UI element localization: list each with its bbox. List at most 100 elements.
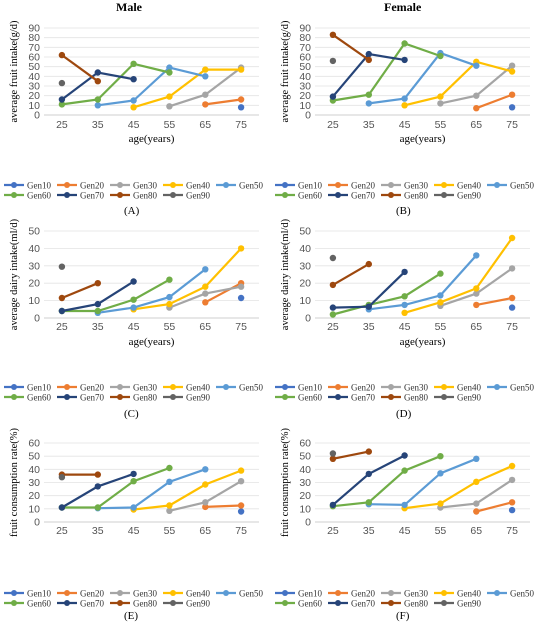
data-point-d-gen50 [401, 301, 408, 309]
legend-label-a-gen80: Gen80 [133, 191, 157, 201]
data-point-d-gen40 [401, 309, 408, 316]
data-point-e-gen50 [202, 466, 209, 473]
legend-label-d-gen40: Gen40 [457, 383, 481, 393]
legend-label-c-gen50: Gen50 [239, 383, 263, 393]
series-line-c-gen40 [133, 247, 242, 311]
data-point-c-gen80 [58, 294, 66, 302]
data-point-b-gen20 [473, 105, 480, 112]
data-point-c-gen40 [202, 283, 209, 290]
legend-label-f-gen70: Gen70 [351, 599, 375, 609]
data-point-d-gen30 [473, 290, 480, 297]
legend-marker-a-gen70 [64, 192, 70, 198]
x-axis-label-a: age(years) [129, 133, 175, 145]
ytick-label-c: 20 [28, 278, 40, 290]
legend-label-e-gen30: Gen30 [133, 589, 157, 599]
legend-marker-e-gen20 [64, 590, 70, 596]
data-point-f-gen40 [473, 478, 480, 485]
legend-label-b-gen90: Gen90 [457, 191, 481, 201]
data-point-e-gen50 [166, 478, 173, 485]
data-point-f-gen30 [508, 476, 516, 484]
data-point-a-gen30 [202, 91, 209, 98]
xtick-label-a: 35 [92, 119, 104, 131]
series-line-d-gen80 [332, 263, 370, 286]
data-point-f-gen30 [473, 500, 480, 507]
ytick-label-a: 70 [28, 42, 40, 54]
data-point-f-gen80 [365, 448, 372, 455]
data-point-a-gen80 [58, 51, 66, 59]
data-point-c-gen80 [94, 280, 102, 287]
legend-marker-a-gen30 [117, 182, 123, 188]
data-point-f-gen70 [401, 452, 408, 459]
data-point-d-gen40 [437, 299, 444, 306]
data-point-f-gen60 [437, 453, 444, 460]
data-point-d-gen40 [508, 234, 516, 242]
data-point-e-gen80 [94, 471, 102, 478]
series-line-f-gen60 [332, 455, 441, 508]
series-line-a-gen40 [133, 68, 242, 109]
legend-label-b-gen20: Gen20 [351, 181, 375, 191]
legend-marker-e-gen90 [170, 600, 176, 606]
xtick-label-f: 75 [506, 525, 518, 537]
legend-label-c-gen10: Gen10 [27, 383, 51, 393]
data-point-d-gen80 [365, 260, 372, 268]
data-point-f-gen60 [401, 467, 408, 474]
series-line-e-gen20 [205, 504, 242, 508]
legend-label-b-gen40: Gen40 [457, 181, 481, 191]
ytick-label-c: 40 [28, 243, 40, 255]
legend-label-f-gen90: Gen90 [457, 599, 481, 609]
legend-marker-f-gen10 [282, 590, 288, 596]
ytick-label-b: 20 [299, 90, 311, 102]
data-point-a-gen60 [166, 69, 173, 76]
legend-label-e-gen10: Gen10 [27, 589, 51, 599]
ytick-label-a: 80 [28, 32, 40, 44]
data-point-d-gen70 [329, 304, 337, 311]
ytick-label-b: 0 [305, 110, 311, 122]
xtick-label-f: 55 [435, 525, 447, 537]
legend-label-a-gen90: Gen90 [186, 191, 210, 201]
legend-marker-a-gen40 [170, 182, 176, 188]
data-point-e-gen70 [130, 470, 137, 478]
data-point-b-gen30 [508, 62, 516, 69]
ytick-label-c: 10 [28, 295, 40, 307]
legend-marker-f-gen30 [388, 590, 394, 596]
ytick-label-b: 90 [299, 23, 311, 35]
data-point-f-gen10 [508, 506, 516, 514]
legend-label-f-gen50: Gen50 [510, 589, 534, 599]
legend-marker-f-gen20 [335, 590, 341, 596]
data-point-b-gen10 [508, 104, 516, 111]
data-point-b-gen20 [508, 91, 516, 98]
legend-marker-a-gen80 [117, 192, 123, 198]
legend-marker-a-gen90 [170, 192, 176, 198]
xtick-label-a: 65 [199, 119, 211, 131]
legend-marker-d-gen60 [282, 394, 288, 400]
legend-label-d-gen50: Gen50 [510, 383, 534, 393]
series-line-b-gen50 [368, 51, 477, 105]
legend-label-f-gen80: Gen80 [404, 599, 428, 609]
xtick-label-d: 65 [470, 321, 482, 333]
data-point-b-gen60 [401, 40, 408, 47]
y-axis-label-f: fruit consumption rate(%) [280, 427, 291, 537]
legend-label-c-gen40: Gen40 [186, 383, 210, 393]
ytick-label-b: 70 [299, 42, 311, 54]
legend-marker-f-gen50 [494, 590, 500, 596]
data-point-c-gen30 [237, 283, 245, 290]
series-line-e-gen70 [61, 472, 134, 509]
data-point-c-gen50 [166, 293, 173, 301]
ytick-label-a: 20 [28, 90, 40, 102]
xtick-label-b: 75 [506, 119, 518, 131]
series-line-d-gen40 [404, 237, 513, 314]
series-line-a-gen80 [61, 54, 99, 83]
xtick-label-f: 25 [327, 525, 339, 537]
data-point-a-gen20 [237, 96, 245, 103]
xtick-label-e: 55 [164, 525, 176, 537]
ytick-label-a: 50 [28, 61, 40, 73]
series-line-d-gen60 [332, 272, 441, 316]
ytick-label-e: 50 [28, 451, 40, 463]
data-point-f-gen40 [437, 500, 444, 507]
legend-label-f-gen40: Gen40 [457, 589, 481, 599]
legend-label-e-gen60: Gen60 [27, 599, 51, 609]
data-point-e-gen60 [166, 464, 173, 472]
data-point-f-gen70 [329, 501, 337, 509]
legend-marker-e-gen50 [223, 590, 229, 596]
